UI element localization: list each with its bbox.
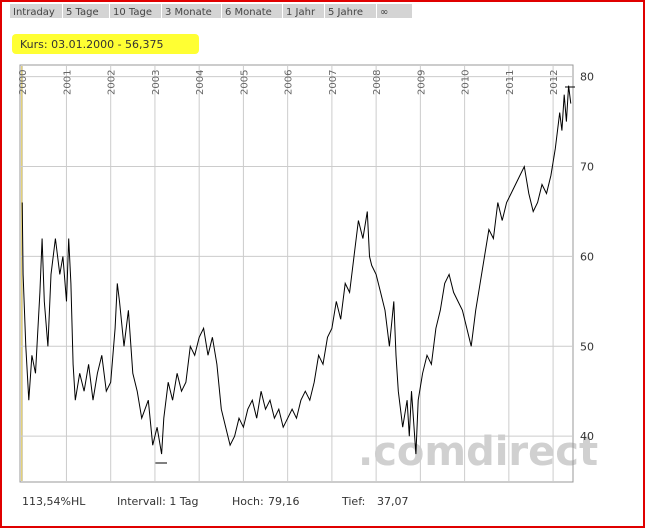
x-tick-label: 2003 [151, 70, 162, 95]
x-tick-label: 2004 [195, 70, 206, 95]
tab[interactable] [377, 4, 412, 18]
price-line [21, 85, 572, 455]
x-tick-label: 2011 [505, 70, 516, 95]
x-tick-label: 2002 [107, 70, 118, 95]
low-value: 37,07 [377, 495, 409, 508]
x-tick-label: 2005 [239, 70, 250, 95]
y-tick-label: 60 [580, 250, 594, 263]
tab[interactable] [222, 4, 282, 18]
tab-label[interactable]: 5 Jahre [328, 7, 363, 18]
tab-label[interactable]: ∞ [380, 7, 388, 18]
y-tick-label: 80 [580, 71, 594, 84]
high-label: Hoch: [232, 495, 264, 508]
high-value: 79,16 [268, 495, 300, 508]
interval-stat: Intervall: 1 Tag [117, 495, 199, 508]
tab[interactable] [110, 4, 161, 18]
plot-frame [19, 64, 574, 483]
tab-label[interactable]: 10 Tage [113, 7, 152, 18]
y-tick-label: 70 [580, 161, 594, 174]
tab[interactable] [10, 4, 62, 18]
y-tick-label: 50 [580, 340, 594, 353]
low-label: Tief: [341, 495, 365, 508]
x-tick-label: 2007 [328, 70, 339, 95]
x-tick-label: 2000 [18, 70, 29, 95]
range-stat: 113,54%HL [22, 495, 86, 508]
tab-label[interactable]: 1 Jahr [286, 7, 316, 18]
tab[interactable] [325, 4, 376, 18]
tab[interactable] [63, 4, 109, 18]
y-tick-label: 40 [580, 430, 594, 443]
tab[interactable] [162, 4, 221, 18]
x-tick-label: 2009 [416, 70, 427, 95]
x-tick-label: 2010 [461, 70, 472, 95]
x-tick-label: 2006 [284, 70, 295, 95]
watermark: .comdirect [358, 429, 598, 475]
highlight [12, 34, 199, 54]
tab-label[interactable]: 6 Monate [225, 7, 272, 18]
tab-label[interactable]: Intraday [13, 7, 55, 18]
x-tick-label: 2012 [549, 70, 560, 95]
tab-label[interactable]: 5 Tage [66, 7, 99, 18]
x-tick-label: 2008 [372, 70, 383, 95]
x-tick-label: 2001 [62, 70, 73, 95]
cursor-label: Kurs: 03.01.2000 - 56,375 [20, 38, 164, 51]
tab[interactable] [283, 4, 324, 18]
tab-label[interactable]: 3 Monate [165, 7, 212, 18]
